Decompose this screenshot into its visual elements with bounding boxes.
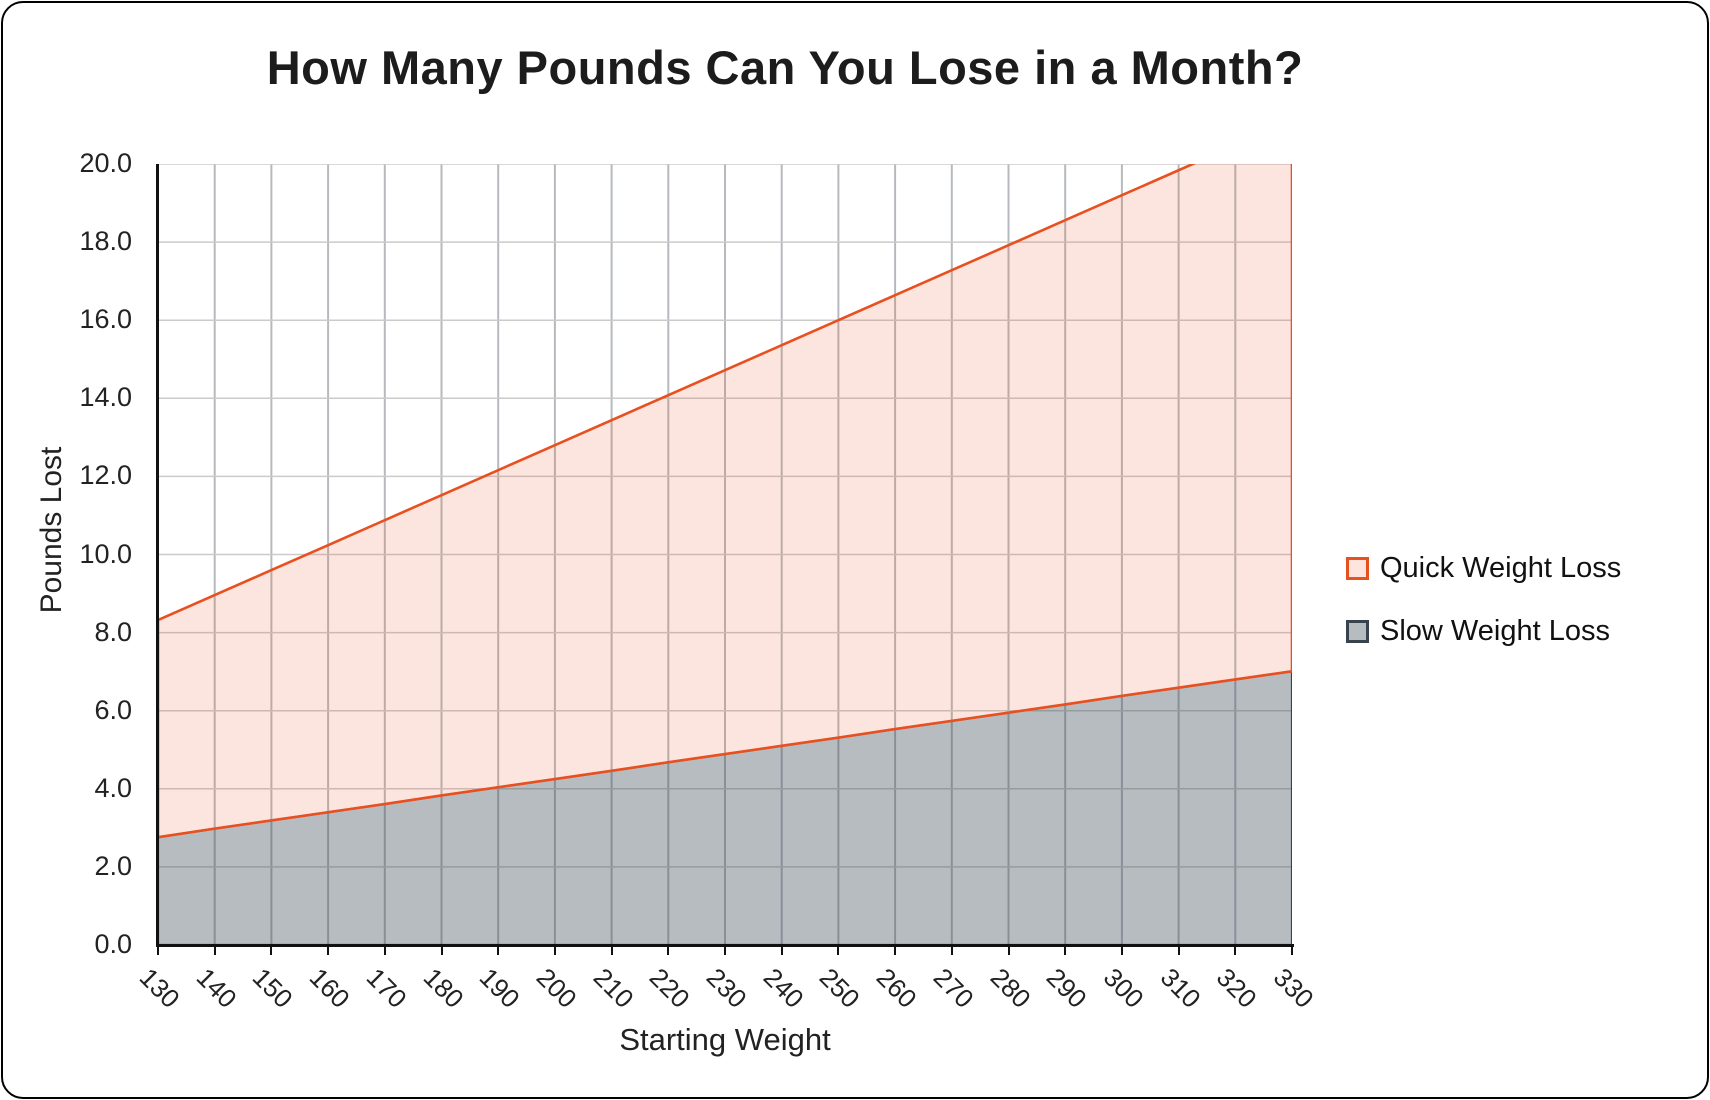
y-tick-label: 8.0 [94,616,132,647]
x-tick-mark [1007,946,1010,955]
y-axis-line [156,164,159,946]
plot-area [158,164,1292,945]
x-tick-mark [1291,946,1293,955]
y-tick-label: 18.0 [79,226,132,257]
quick-weight-loss-area [158,164,1292,839]
legend-item-quick: Quick Weight Loss [1346,552,1621,585]
x-tick-mark [213,946,216,955]
x-tick-mark [270,946,273,955]
y-tick-label: 4.0 [94,772,132,803]
quick-weight-loss-swatch-icon [1346,557,1369,580]
chart-title: How Many Pounds Can You Lose in a Month? [266,41,1304,94]
y-tick-label: 14.0 [79,382,132,413]
slow-weight-loss-swatch-icon [1346,620,1369,643]
x-tick-mark [553,946,556,955]
x-tick-mark [610,946,613,955]
x-tick-mark [1064,946,1067,955]
x-tick-mark [894,946,897,955]
x-tick-mark [667,946,670,955]
y-tick-label: 12.0 [79,460,132,491]
legend-item-slow: Slow Weight Loss [1346,615,1621,648]
legend: Quick Weight Loss Slow Weight Loss [1346,552,1621,678]
x-tick-mark [780,946,783,955]
x-tick-mark [383,946,386,955]
y-tick-label: 20.0 [79,148,132,178]
x-tick-mark [157,946,159,955]
y-tick-label: 6.0 [94,694,132,725]
x-tick-mark [1234,946,1237,955]
x-tick-mark [950,946,953,955]
y-tick-label: 0.0 [94,929,132,959]
x-tick-mark [724,946,726,955]
x-axis-line [156,944,1294,947]
y-tick-label: 2.0 [94,850,132,881]
x-axis-title: Starting Weight [619,1022,831,1057]
x-tick-mark [497,946,500,955]
x-tick-mark [1120,946,1123,955]
legend-label-quick: Quick Weight Loss [1380,552,1622,584]
y-tick-label: 16.0 [79,304,132,335]
y-tick-label: 10.0 [79,538,132,569]
x-tick-mark [837,946,840,955]
x-tick-mark [327,946,330,955]
legend-label-slow: Slow Weight Loss [1380,615,1610,647]
x-tick-mark [440,946,443,955]
x-tick-mark [1177,946,1180,955]
